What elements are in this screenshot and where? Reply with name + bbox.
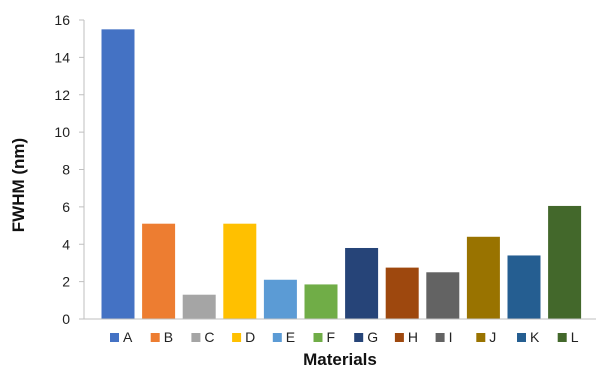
legend-swatch-c [191, 333, 201, 342]
bar-c [182, 294, 216, 319]
y-axis-ticks: 0 2 4 6 8 10 12 14 16 [54, 12, 84, 327]
legend-label-k: K [530, 329, 540, 345]
y-tick-label: 0 [62, 311, 70, 327]
legend: A B C D E F G H I J K L [110, 329, 579, 345]
bar-l [548, 205, 582, 319]
bar-f [304, 284, 338, 319]
y-tick-label: 6 [62, 199, 70, 215]
y-tick-label: 14 [54, 49, 70, 65]
y-tick-label: 16 [54, 12, 70, 28]
bar-j [466, 236, 500, 319]
y-tick-label: 10 [54, 124, 70, 140]
legend-swatch-i [435, 333, 445, 342]
legend-swatch-l [557, 333, 567, 342]
legend-label-l: L [571, 329, 579, 345]
bar-b [142, 223, 176, 319]
legend-label-g: G [367, 329, 378, 345]
bar-g [345, 247, 379, 319]
legend-swatch-a [110, 333, 119, 342]
legend-swatch-h [394, 333, 404, 342]
y-tick-label: 2 [62, 274, 70, 290]
legend-label-d: D [245, 329, 255, 345]
bar-a [101, 29, 135, 319]
bar-e [263, 279, 297, 319]
bar-i [426, 272, 460, 319]
bars [101, 29, 582, 319]
y-tick-label: 12 [54, 87, 70, 103]
bar-d [223, 223, 257, 319]
legend-label-j: J [489, 329, 496, 345]
legend-swatch-d [232, 333, 242, 342]
legend-label-i: I [449, 329, 453, 345]
y-tick-label: 4 [62, 236, 70, 252]
legend-swatch-k [517, 333, 526, 342]
legend-swatch-g [354, 333, 364, 342]
y-tick-label: 8 [62, 162, 70, 178]
legend-label-e: E [286, 329, 295, 345]
legend-label-b: B [164, 329, 173, 345]
bar-k [507, 255, 541, 319]
legend-label-c: C [204, 329, 214, 345]
legend-swatch-j [476, 333, 486, 342]
legend-label-f: F [327, 329, 336, 345]
legend-swatch-f [313, 333, 323, 342]
legend-swatch-b [150, 333, 160, 342]
legend-label-h: H [408, 329, 418, 345]
legend-swatch-e [272, 333, 282, 342]
y-axis-title: FWHM (nm) [9, 138, 28, 232]
legend-label-a: A [123, 329, 133, 345]
bar-h [385, 267, 419, 319]
x-axis-title: Materials [303, 350, 377, 369]
